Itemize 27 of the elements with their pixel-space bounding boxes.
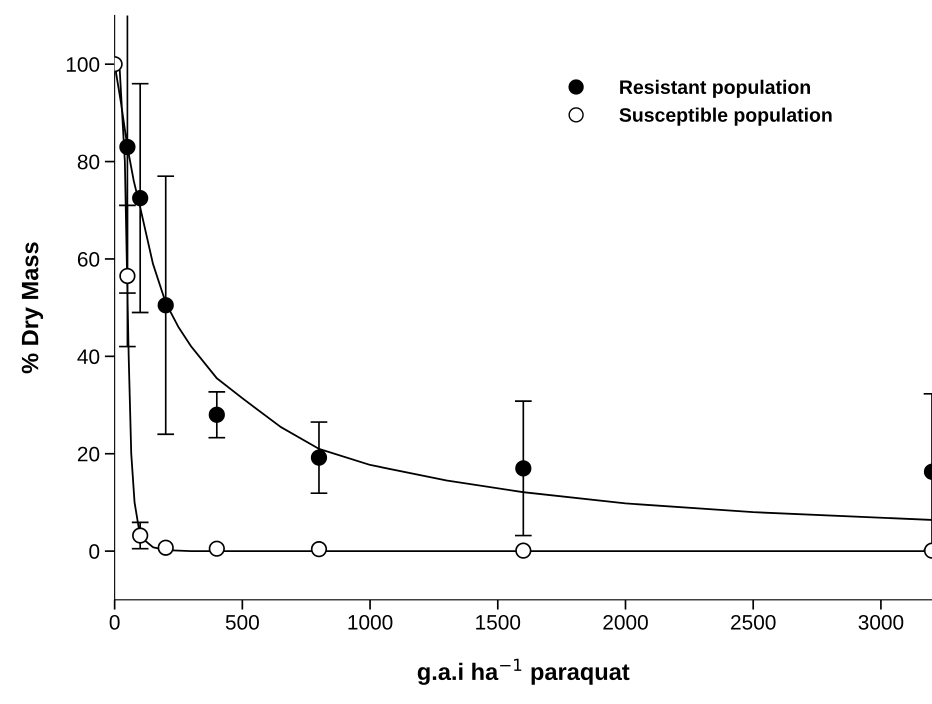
legend-label: Resistant population bbox=[620, 80, 810, 98]
x-tick-label: 2500 bbox=[731, 614, 776, 630]
x-tick-label: 0 bbox=[110, 614, 120, 630]
x-tick-label: 500 bbox=[226, 614, 259, 630]
point bbox=[158, 540, 174, 556]
x-tick-label: 3000 bbox=[858, 614, 904, 630]
point bbox=[310, 450, 328, 466]
point bbox=[132, 527, 148, 544]
y-tick-label: 60 bbox=[78, 252, 100, 267]
x-tick-label: 2000 bbox=[603, 614, 648, 630]
point bbox=[310, 541, 328, 558]
y-tick-label: 100 bbox=[66, 57, 100, 72]
point bbox=[119, 268, 136, 284]
y-tick-label: 20 bbox=[78, 446, 100, 462]
point bbox=[208, 406, 225, 423]
point bbox=[119, 138, 136, 156]
y-tick-label: 0 bbox=[89, 544, 100, 559]
x-tick-label: 1000 bbox=[348, 614, 392, 630]
x-tick-label: 1500 bbox=[476, 614, 520, 630]
y-tick-label: 80 bbox=[78, 154, 100, 170]
point bbox=[208, 540, 225, 557]
y-axis-title: % Dry Mass bbox=[22, 242, 44, 374]
legend-label: Susceptible population bbox=[619, 108, 832, 126]
point bbox=[158, 297, 174, 314]
point bbox=[132, 190, 148, 206]
x-axis-title: g.a.i ha$^{−1}$ paraquat bbox=[418, 658, 630, 685]
y-tick-label: 40 bbox=[77, 349, 100, 364]
